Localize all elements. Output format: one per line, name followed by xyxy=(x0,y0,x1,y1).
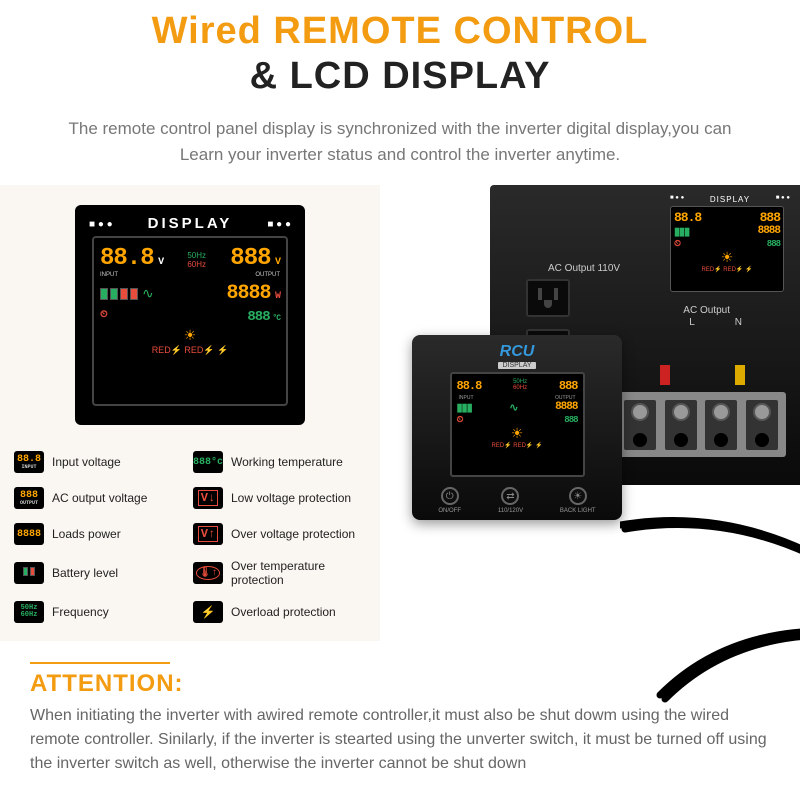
sun-icon: ☀ xyxy=(184,327,197,343)
inv-display-label: DISPLAY xyxy=(710,195,750,204)
legend-label: Over temperature protection xyxy=(231,559,366,587)
left-panel: ■ ● ● DISPLAY ■ ● ● 88.8 V INPUT 50Hz 60… xyxy=(0,185,380,641)
legend-battery: Battery level xyxy=(14,559,187,587)
inverter-lcd-screen: 88.8 888 ▮▮▮ 8888 ⏲ 888 ☀ RED⚡ RED⚡ ⚡ xyxy=(670,206,784,292)
warning-row: RED⚡ RED⚡ ⚡ xyxy=(100,345,280,356)
loads-power-icon: 8888 xyxy=(14,523,44,545)
wire-yellow-icon xyxy=(735,365,745,385)
legend-label: Battery level xyxy=(52,566,118,580)
overload-icon: ⚡ xyxy=(193,601,223,623)
battery-level-icon xyxy=(100,288,138,300)
legend-working-temp: 888°c Working temperature xyxy=(193,451,366,473)
attention-title: ATTENTION: xyxy=(30,670,770,698)
power-icon: ⏻ xyxy=(441,487,459,505)
legend-label: Low voltage protection xyxy=(231,491,351,505)
over-voltage-icon: V↑ xyxy=(193,523,223,545)
rcu-subtitle: DISPLAY xyxy=(498,362,536,369)
output-voltage-value: 888 xyxy=(230,245,270,272)
legend-frequency: 50Hz 60Hz Frequency xyxy=(14,601,187,623)
output-voltage-unit: V xyxy=(275,257,280,268)
legend-label: Frequency xyxy=(52,605,109,619)
input-voltage-value: 88.8 xyxy=(100,245,154,272)
inverter-display: ■ ● ● DISPLAY ■ ● ● 88.8 888 ▮▮▮ 8888 ⏲ xyxy=(670,195,790,292)
rcu-backlight-button[interactable]: ☀ BACK LIGHT xyxy=(560,487,596,514)
terminal-block xyxy=(616,392,786,457)
loads-value: 8888 xyxy=(227,282,271,305)
frequency-icon: 50Hz 60Hz xyxy=(14,601,44,623)
ln-labels: L N xyxy=(689,317,742,328)
temp-unit: °C xyxy=(272,314,280,323)
rcu-buttons: ⏻ ON/OFF ⇄ 110/120V ☀ BACK LIGHT xyxy=(420,487,614,514)
right-panel: ■ ● ● DISPLAY ■ ● ● 88.8 888 ▮▮▮ 8888 ⏲ xyxy=(380,185,800,641)
legend-low-voltage: V↓ Low voltage protection xyxy=(193,487,366,509)
backlight-icon: ☀ xyxy=(569,487,587,505)
ac-output-110v-label: AC Output 110V xyxy=(548,263,620,274)
clock-icon: ⏲ xyxy=(100,309,107,325)
legend-label: AC output voltage xyxy=(52,491,147,505)
display-dots-left-icon: ■ ● ● xyxy=(89,219,113,230)
battery-row: ∿ 8888 W xyxy=(100,282,280,305)
input-label: INPUT xyxy=(100,272,163,278)
lcd-screen: 88.8 V INPUT 50Hz 60Hz 888 V OUTPUT xyxy=(92,236,288,406)
legend-overload: ⚡ Overload protection xyxy=(193,601,366,623)
freq-60hz: 60Hz xyxy=(187,261,206,270)
rcu-title: RCU xyxy=(420,343,614,361)
legend-input-voltage: 88.8INPUT Input voltage xyxy=(14,451,187,473)
legend-label: Overload protection xyxy=(231,605,336,619)
display-dots-right-icon: ■ ● ● xyxy=(267,219,291,230)
display-header: DISPLAY xyxy=(85,215,295,232)
legend-label: Loads power xyxy=(52,527,121,541)
frequency-block: 50Hz 60Hz xyxy=(187,252,206,270)
legend-label: Working temperature xyxy=(231,455,343,469)
over-temp-icon: 🌡↑ xyxy=(193,562,223,584)
loads-unit: W xyxy=(275,291,280,302)
title-line2: & LCD DISPLAY xyxy=(0,55,800,98)
low-voltage-icon: V↓ xyxy=(193,487,223,509)
attention-divider xyxy=(30,662,170,664)
rcu-lcd-screen: 88.8 50Hz60Hz 888 INPUTOUTPUT ▮▮▮ ∿ 8888… xyxy=(450,372,585,477)
inv-dots-right-icon: ■ ● ● xyxy=(776,195,790,206)
terminal-1 xyxy=(624,400,656,450)
ac-outlet-1 xyxy=(526,279,570,317)
legend-grid: 88.8INPUT Input voltage 888°c Working te… xyxy=(14,451,366,623)
temp-icon: 888°c xyxy=(193,451,223,473)
terminal-4 xyxy=(746,400,778,450)
legend-ac-output: 888OUTPUT AC output voltage xyxy=(14,487,187,509)
legend-label: Input voltage xyxy=(52,455,121,469)
rcu-voltage-button[interactable]: ⇄ 110/120V xyxy=(498,487,523,514)
legend-label: Over voltage protection xyxy=(231,527,355,541)
wave-icon: ∿ xyxy=(142,285,154,302)
rcu-onoff-button[interactable]: ⏻ ON/OFF xyxy=(438,487,461,514)
terminal-3 xyxy=(705,400,737,450)
input-voltage-icon: 88.8INPUT xyxy=(14,451,44,473)
attention-text: When initiating the inverter with awired… xyxy=(30,704,770,776)
ac-output-label: AC Output xyxy=(683,305,730,316)
legend-loads-power: 8888 Loads power xyxy=(14,523,187,545)
main-content: ■ ● ● DISPLAY ■ ● ● 88.8 V INPUT 50Hz 60… xyxy=(0,185,800,641)
legend-over-temp: 🌡↑ Over temperature protection xyxy=(193,559,366,587)
header: Wired REMOTE CONTROL & LCD DISPLAY xyxy=(0,0,800,98)
battery-legend-icon xyxy=(14,562,44,584)
lcd-display-module: ■ ● ● DISPLAY ■ ● ● 88.8 V INPUT 50Hz 60… xyxy=(75,205,305,425)
terminal-2 xyxy=(665,400,697,450)
attention-section: ATTENTION: When initiating the inverter … xyxy=(0,650,800,794)
title-line1: Wired REMOTE CONTROL xyxy=(0,10,800,53)
legend-over-voltage: V↑ Over voltage protection xyxy=(193,523,366,545)
output-voltage-icon: 888OUTPUT xyxy=(14,487,44,509)
temp-value: 888 xyxy=(247,309,269,325)
switch-icon: ⇄ xyxy=(501,487,519,505)
output-label: OUTPUT xyxy=(230,272,280,278)
rcu-remote-unit: RCU DISPLAY 88.8 50Hz60Hz 888 INPUTOUTPU… xyxy=(412,335,622,520)
input-voltage-unit: V xyxy=(158,257,163,268)
subtitle: The remote control panel display is sync… xyxy=(60,116,740,167)
inv-dots-left-icon: ■ ● ● xyxy=(670,195,684,206)
wire-red-icon xyxy=(660,365,670,385)
